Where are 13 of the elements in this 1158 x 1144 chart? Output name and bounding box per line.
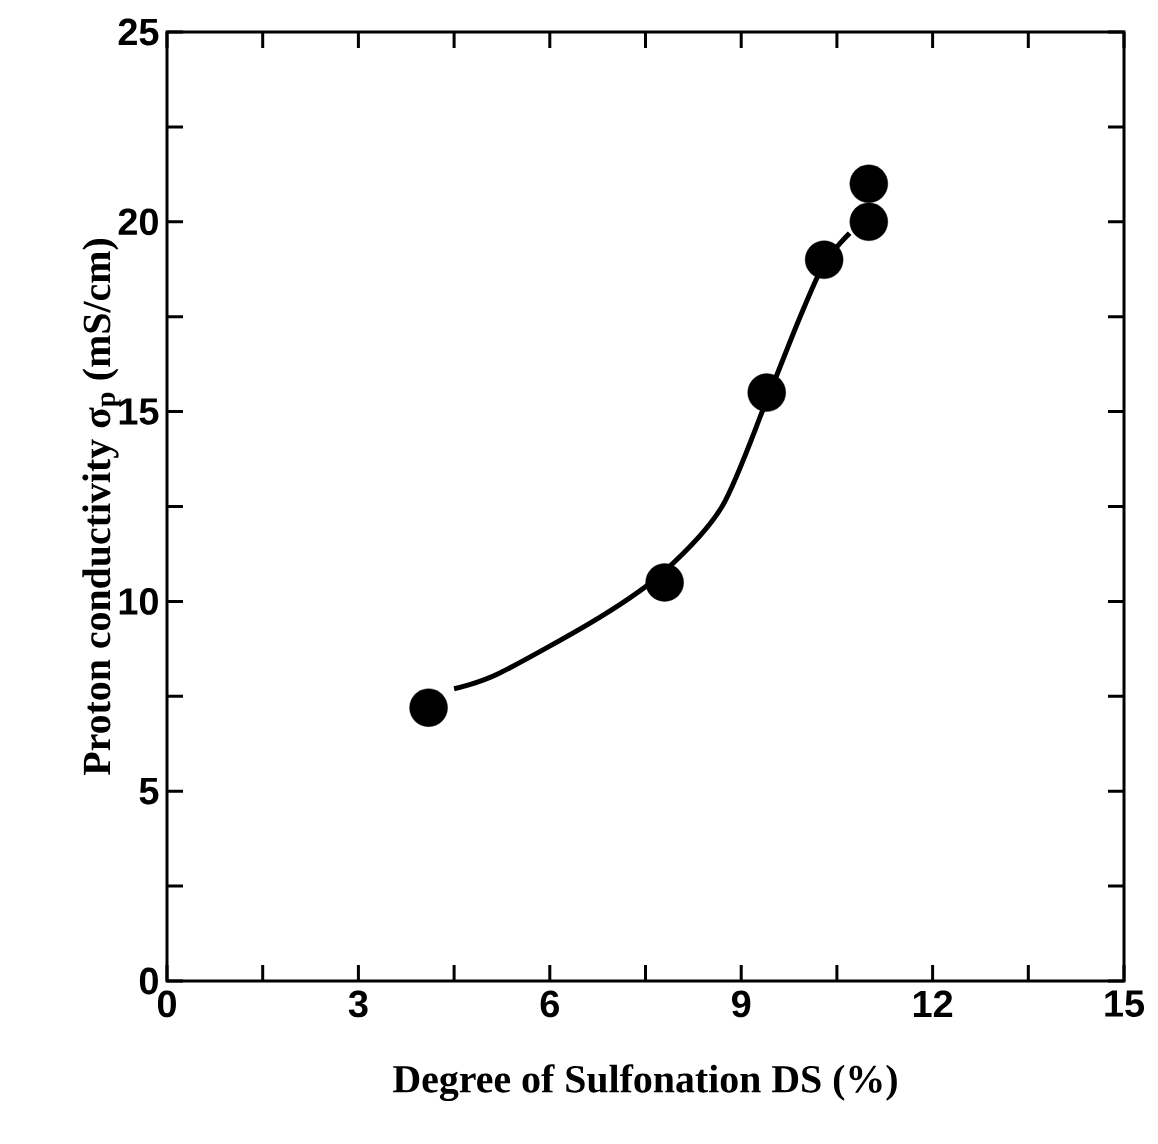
y-tick-label: 0: [139, 967, 158, 995]
x-tick-label: 3: [348, 990, 368, 1018]
x-tick-label: 6: [540, 990, 559, 1018]
y-tick-label: 5: [139, 777, 159, 805]
y-tick-label: 25: [118, 18, 159, 46]
x-tick-label: 9: [731, 990, 751, 1018]
y-tick-label: 15: [119, 398, 159, 425]
y-tick-label: 10: [119, 587, 158, 615]
x-tick-label: 12: [913, 990, 953, 1017]
x-tick-label: 0: [157, 990, 176, 1018]
x-axis-title: Degree of Sulfonation DS (%): [393, 1064, 897, 1102]
x-tick-label: 15: [1105, 990, 1145, 1017]
y-tick-label: 20: [118, 208, 158, 236]
